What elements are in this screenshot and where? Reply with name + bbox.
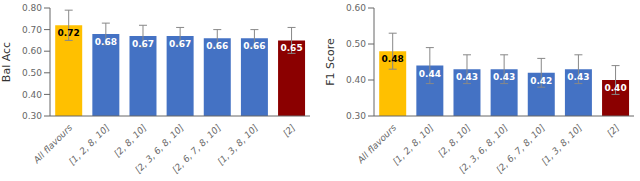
svg-text:[1, 3, 8, 10]: [1, 3, 8, 10] — [540, 122, 585, 167]
svg-text:F1 Score: F1 Score — [324, 38, 337, 86]
svg-text:[1, 2, 8, 10]: [1, 2, 8, 10] — [391, 122, 436, 167]
svg-text:0.40: 0.40 — [22, 90, 42, 100]
svg-text:0.50: 0.50 — [346, 39, 366, 49]
svg-text:0.67: 0.67 — [132, 39, 154, 49]
svg-text:0.67: 0.67 — [169, 39, 191, 49]
svg-text:0.80: 0.80 — [22, 3, 42, 13]
svg-text:0.42: 0.42 — [530, 76, 552, 86]
svg-text:0.30: 0.30 — [346, 111, 366, 121]
svg-text:0.66: 0.66 — [206, 41, 228, 51]
svg-text:0.40: 0.40 — [346, 75, 366, 85]
svg-text:0.44: 0.44 — [419, 69, 441, 79]
svg-text:0.70: 0.70 — [22, 25, 42, 35]
svg-text:[2, 8, 10]: [2, 8, 10] — [436, 122, 473, 159]
svg-text:[2, 3, 6, 8, 10]: [2, 3, 6, 8, 10] — [457, 122, 510, 176]
svg-text:0.68: 0.68 — [95, 37, 117, 47]
svg-text:0.65: 0.65 — [280, 43, 302, 53]
svg-text:[1, 3, 8, 10]: [1, 3, 8, 10] — [216, 122, 261, 167]
svg-text:All flavours: All flavours — [355, 122, 399, 166]
svg-text:[2]: [2] — [605, 122, 621, 138]
svg-text:0.43: 0.43 — [456, 72, 478, 82]
svg-text:0.72: 0.72 — [58, 28, 80, 38]
svg-text:0.30: 0.30 — [22, 111, 42, 121]
svg-text:0.48: 0.48 — [382, 54, 404, 64]
svg-text:[2, 6, 7, 8, 10]: [2, 6, 7, 8, 10] — [494, 122, 547, 175]
svg-text:0.43: 0.43 — [493, 72, 515, 82]
svg-text:0.66: 0.66 — [243, 41, 265, 51]
svg-text:[1, 2, 8, 10]: [1, 2, 8, 10] — [67, 122, 112, 167]
svg-text:All flavours: All flavours — [31, 122, 75, 166]
svg-text:0.60: 0.60 — [346, 3, 366, 13]
svg-text:[2]: [2] — [281, 122, 297, 138]
svg-text:Bal Acc: Bal Acc — [8, 42, 13, 82]
svg-text:0.40: 0.40 — [604, 83, 626, 93]
svg-text:0.43: 0.43 — [567, 72, 589, 82]
svg-text:[2, 8, 10]: [2, 8, 10] — [112, 122, 149, 159]
svg-text:0.50: 0.50 — [22, 68, 42, 78]
svg-text:0.60: 0.60 — [22, 46, 42, 56]
svg-text:[2, 3, 6, 8, 10]: [2, 3, 6, 8, 10] — [133, 122, 186, 176]
svg-text:[2, 6, 7, 8, 10]: [2, 6, 7, 8, 10] — [170, 122, 223, 175]
